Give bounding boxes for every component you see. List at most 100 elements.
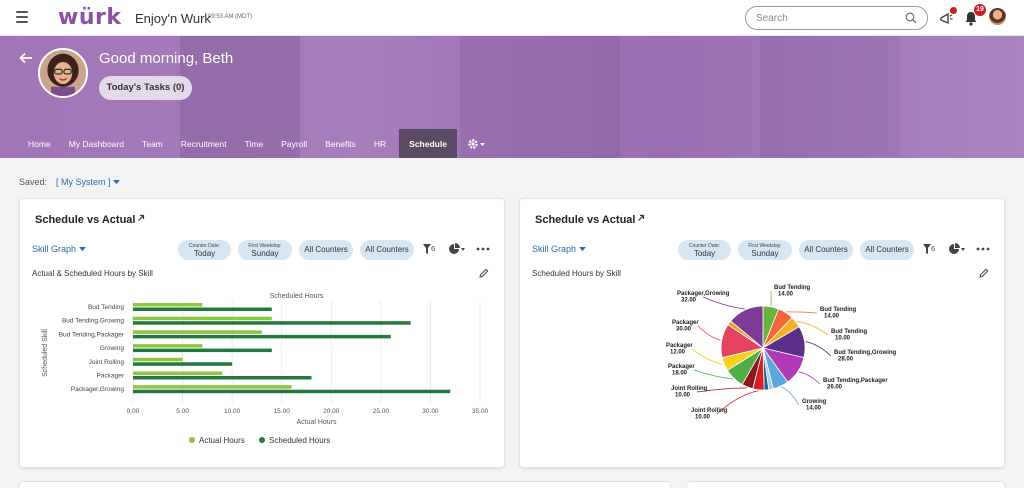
announcement-icon[interactable] — [937, 7, 957, 27]
pie-value: 10.00 — [835, 336, 851, 342]
nav-payroll[interactable]: Payroll — [281, 138, 308, 149]
y-axis-label: Scheduled Skill — [42, 329, 49, 377]
pie-leader-line — [805, 341, 832, 357]
x-tick-label: 5.00 — [176, 408, 189, 415]
y-tick-label: Packager,Growing — [71, 386, 124, 393]
more-options-icon[interactable] — [476, 243, 490, 255]
bar-scheduled — [133, 362, 233, 366]
chart-subtitle: Scheduled Hours by Skill — [532, 269, 621, 278]
pie-label: Packager — [668, 364, 695, 370]
greeting-text: Good morning, Beth — [99, 50, 234, 67]
card-title-text: Schedule vs Actual — [35, 214, 136, 226]
first-weekday-value: Sunday — [251, 249, 279, 258]
gear-icon — [468, 138, 485, 149]
counter-date-filter[interactable]: Counter Date: Today — [678, 240, 731, 260]
nav-home[interactable]: Home — [28, 138, 51, 149]
pie-label: Bud Tending,Growing — [834, 350, 897, 356]
card-title[interactable]: Schedule vs Actual — [535, 214, 645, 226]
first-weekday-filter[interactable]: First Weekday: Sunday — [238, 240, 292, 260]
nav-recruitment[interactable]: Recruitment — [180, 138, 227, 149]
skill-graph-label: Skill Graph — [532, 244, 577, 254]
bell-icon[interactable]: 19 — [962, 4, 986, 27]
card-title-text: Schedule vs Actual — [535, 214, 636, 226]
y-tick-label: Bud Tending — [88, 304, 124, 311]
first-weekday-filter[interactable]: First Weekday: Sunday — [738, 240, 792, 260]
skill-graph-dropdown[interactable]: Skill Graph — [32, 244, 86, 254]
nav-my-dashboard[interactable]: My Dashboard — [68, 138, 124, 149]
external-link-icon — [638, 214, 645, 221]
filter-icon[interactable] — [423, 244, 439, 255]
bar-scheduled — [133, 389, 451, 394]
x-tick-label: 15.00 — [274, 408, 291, 415]
more-options-icon[interactable] — [976, 243, 990, 255]
nav-schedule[interactable]: Schedule — [399, 129, 457, 158]
x-tick-label: 10.00 — [224, 408, 241, 415]
lower-card-right — [686, 481, 1005, 488]
nav-hr[interactable]: HR — [373, 138, 387, 149]
card-title[interactable]: Schedule vs Actual — [35, 214, 145, 226]
search-input[interactable] — [756, 11, 896, 25]
first-weekday-label: First Weekday: — [248, 243, 282, 249]
pie-label: Packager — [666, 343, 693, 349]
bar-scheduled — [133, 376, 312, 380]
counter-date-label: Counter Date: — [688, 243, 721, 249]
app-logo[interactable]: würk — [58, 5, 122, 30]
counter-date-label: Counter Date: — [188, 243, 221, 249]
bar-actual — [133, 330, 262, 334]
counters-filter[interactable]: All Counters — [299, 240, 353, 260]
x-tick-label: 25.00 — [373, 408, 390, 415]
menu-icon[interactable] — [16, 11, 28, 23]
search-box[interactable] — [745, 6, 928, 30]
bar-scheduled — [133, 307, 272, 311]
pie-label: Bud Tending — [774, 285, 811, 291]
saved-view-dropdown[interactable]: [ My System ] — [56, 177, 120, 187]
profile-avatar[interactable] — [38, 48, 88, 98]
search-icon[interactable] — [905, 12, 917, 24]
pie-label: Packager — [672, 320, 699, 326]
hero-background-photo — [760, 36, 900, 158]
edit-icon[interactable] — [479, 268, 489, 278]
counters-filter-secondary[interactable]: All Counters — [860, 240, 914, 260]
pie-leader-line — [702, 296, 745, 310]
counter-date-filter[interactable]: Counter Date: Today — [178, 240, 231, 260]
x-tick-label: 20.00 — [323, 408, 340, 415]
bar-actual — [133, 344, 203, 348]
saved-view-value: [ My System ] — [56, 177, 111, 187]
counter-date-value: Today — [693, 249, 716, 258]
nav-team[interactable]: Team — [141, 138, 163, 149]
pie-label: Growing — [802, 399, 827, 405]
pie-leader-line — [796, 320, 829, 336]
legend-marker — [189, 437, 195, 443]
counters-filter[interactable]: All Counters — [799, 240, 853, 260]
pie-value: 12.00 — [670, 350, 686, 356]
bar-actual — [133, 385, 292, 389]
x-axis-label: Actual Hours — [296, 419, 337, 426]
pie-value: 14.00 — [806, 406, 822, 412]
bar-scheduled — [133, 348, 272, 353]
user-avatar[interactable] — [989, 8, 1006, 25]
back-arrow-icon[interactable] — [19, 52, 33, 64]
legend-label: Actual Hours — [199, 436, 245, 445]
announcement-badge — [950, 7, 957, 14]
counters-filter-secondary[interactable]: All Counters — [360, 240, 414, 260]
todays-tasks-button[interactable]: Today's Tasks (0) — [99, 76, 192, 100]
bar-scheduled — [133, 321, 411, 325]
nav-settings[interactable] — [461, 129, 493, 158]
skill-graph-dropdown[interactable]: Skill Graph — [532, 244, 586, 254]
app-time: 09:53 AM (MDT) — [208, 14, 253, 20]
chart-type-icon[interactable] — [448, 243, 466, 255]
x-tick-label: 0.00 — [127, 408, 140, 415]
pie-leader-line — [697, 325, 721, 341]
filter-icon[interactable] — [923, 244, 939, 255]
y-tick-label: Packager — [97, 373, 125, 380]
edit-icon[interactable] — [979, 268, 989, 278]
nav-time[interactable]: Time — [244, 138, 264, 149]
lower-card-left — [19, 481, 671, 488]
chart-type-icon[interactable] — [948, 243, 966, 255]
legend-label: Scheduled Hours — [269, 436, 330, 445]
nav-benefits[interactable]: Benefits — [325, 138, 356, 149]
pie-label: Bud Tending — [831, 329, 868, 335]
pie-value: 10.00 — [695, 415, 711, 421]
main-nav: Home My Dashboard Team Recruitment Time … — [19, 129, 493, 158]
pie-value: 14.00 — [778, 292, 794, 298]
